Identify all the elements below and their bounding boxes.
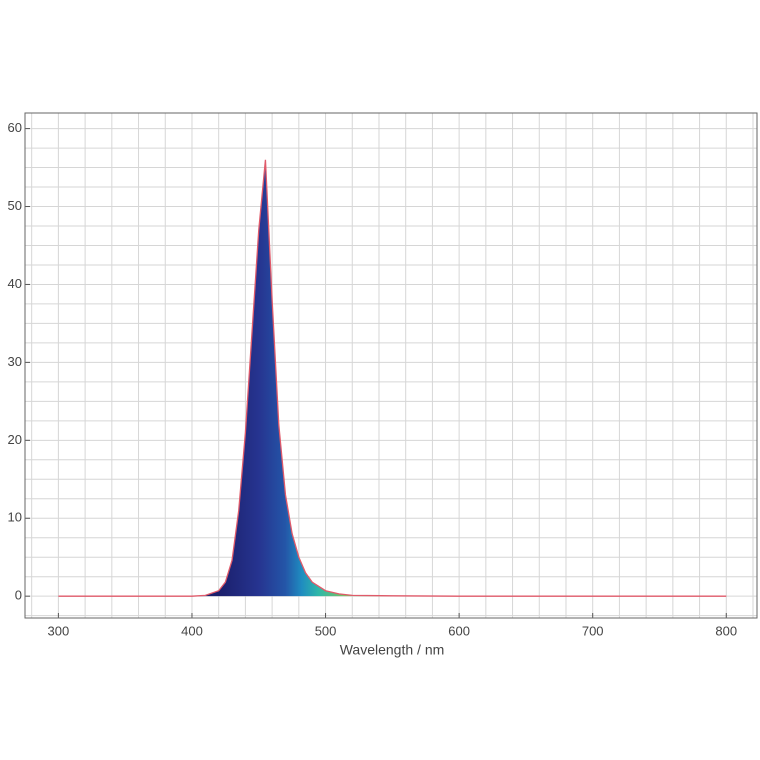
spectrum-line	[58, 159, 727, 597]
x-tick-label: 700	[582, 623, 604, 638]
x-tick-label: 500	[315, 623, 337, 638]
y-tick-label: 0	[15, 588, 22, 603]
plot-frame	[24, 112, 758, 619]
area-fill	[58, 159, 727, 597]
x-tick-label: 600	[448, 623, 470, 638]
y-tick-label: 40	[8, 276, 22, 291]
x-tick-label: 300	[48, 623, 70, 638]
y-tick-label: 50	[8, 198, 22, 213]
x-axis-label: Wavelength / nm	[340, 642, 445, 658]
y-tick-label: 10	[8, 510, 22, 525]
x-tick-label: 400	[181, 623, 203, 638]
y-tick-label: 60	[8, 120, 22, 135]
y-tick-label: 20	[8, 432, 22, 447]
y-tick-label: 30	[8, 354, 22, 369]
x-tick-label: 800	[715, 623, 737, 638]
